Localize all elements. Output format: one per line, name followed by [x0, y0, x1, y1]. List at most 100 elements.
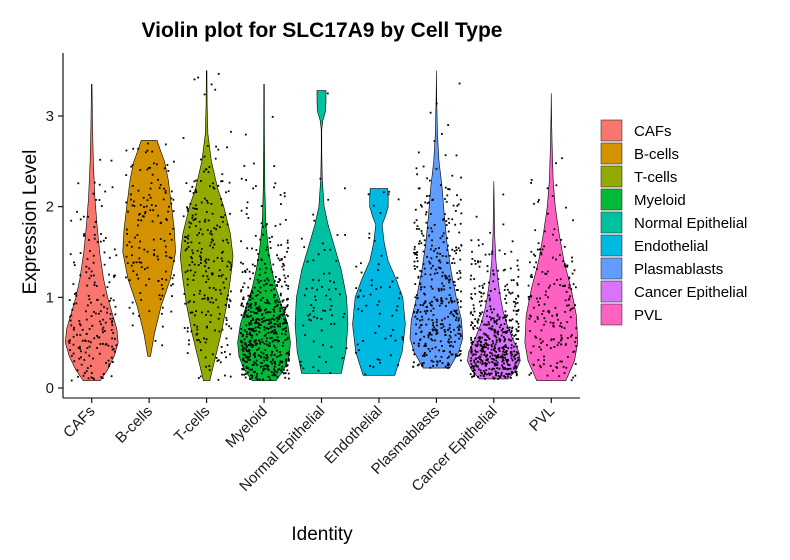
data-point [491, 252, 493, 255]
data-point [139, 292, 142, 294]
data-point [273, 323, 276, 325]
data-point [476, 351, 479, 353]
data-point [446, 249, 449, 251]
data-point [261, 321, 264, 323]
data-point [328, 272, 331, 275]
data-point [496, 331, 499, 333]
data-point [276, 285, 279, 287]
data-point [188, 343, 190, 346]
data-point [223, 286, 226, 289]
data-point [250, 329, 253, 332]
data-point [432, 307, 435, 310]
data-point [528, 298, 530, 301]
data-point [286, 336, 289, 339]
data-point [200, 180, 202, 182]
data-point [474, 350, 477, 353]
data-point [504, 351, 507, 353]
data-point [265, 327, 268, 329]
points-endothelial [355, 190, 404, 376]
data-point [444, 154, 447, 157]
data-point [72, 328, 75, 331]
data-point [457, 317, 460, 320]
data-point [165, 255, 168, 257]
data-point [106, 311, 108, 314]
data-point [148, 194, 151, 196]
data-point [416, 266, 419, 268]
data-point [513, 355, 515, 358]
data-point [240, 177, 243, 180]
data-point [509, 367, 512, 370]
data-point [263, 328, 266, 331]
data-point [264, 290, 267, 292]
data-point [272, 358, 274, 361]
data-point [439, 261, 442, 264]
data-point [552, 325, 555, 327]
data-point [271, 330, 274, 332]
data-point [555, 239, 558, 241]
data-point [227, 260, 230, 263]
data-point [473, 365, 476, 368]
data-point [255, 295, 257, 297]
data-point [501, 346, 504, 349]
data-point [210, 203, 213, 205]
data-point [441, 133, 443, 135]
data-point [495, 351, 498, 353]
points-cafs [67, 158, 118, 382]
data-point [458, 354, 461, 357]
violin-layer [64, 70, 579, 382]
data-point [481, 348, 484, 350]
data-point [83, 215, 85, 218]
data-point [279, 294, 282, 297]
data-point [288, 359, 290, 362]
data-point [248, 349, 250, 351]
data-point [252, 187, 255, 190]
data-point [106, 286, 109, 288]
data-point [365, 304, 368, 307]
data-point [111, 348, 114, 351]
data-point [100, 233, 102, 235]
data-point [245, 365, 248, 368]
data-point [447, 244, 449, 247]
data-point [113, 248, 116, 251]
data-point [226, 146, 228, 149]
data-point [560, 343, 563, 346]
legend-label: T-cells [634, 169, 677, 186]
data-point [114, 313, 117, 316]
data-point [481, 320, 483, 323]
data-point [481, 311, 484, 314]
data-point [566, 356, 569, 358]
data-point [247, 294, 250, 297]
data-point [449, 278, 452, 281]
data-point [455, 309, 458, 312]
data-point [109, 317, 112, 320]
data-point [194, 314, 196, 317]
data-point [226, 223, 229, 226]
data-point [500, 371, 503, 374]
data-point [555, 366, 558, 368]
data-point [424, 300, 427, 303]
data-point [172, 283, 174, 286]
data-point [424, 293, 426, 296]
data-point [157, 280, 160, 282]
data-point [257, 322, 260, 324]
data-point [88, 354, 91, 357]
data-point [336, 234, 339, 236]
data-point [203, 170, 205, 173]
data-point [170, 202, 173, 205]
data-point [75, 295, 78, 297]
data-point [146, 250, 149, 253]
data-point [277, 280, 280, 283]
data-point [495, 359, 498, 362]
data-point [278, 278, 281, 280]
data-point [312, 366, 315, 369]
data-point [197, 377, 200, 379]
data-point [455, 210, 457, 212]
data-point [343, 312, 346, 315]
data-point [323, 272, 325, 275]
data-point [200, 158, 202, 161]
data-point [448, 294, 451, 296]
data-point [427, 348, 430, 350]
data-point [186, 327, 189, 329]
data-point [413, 311, 415, 313]
data-point [130, 165, 133, 168]
